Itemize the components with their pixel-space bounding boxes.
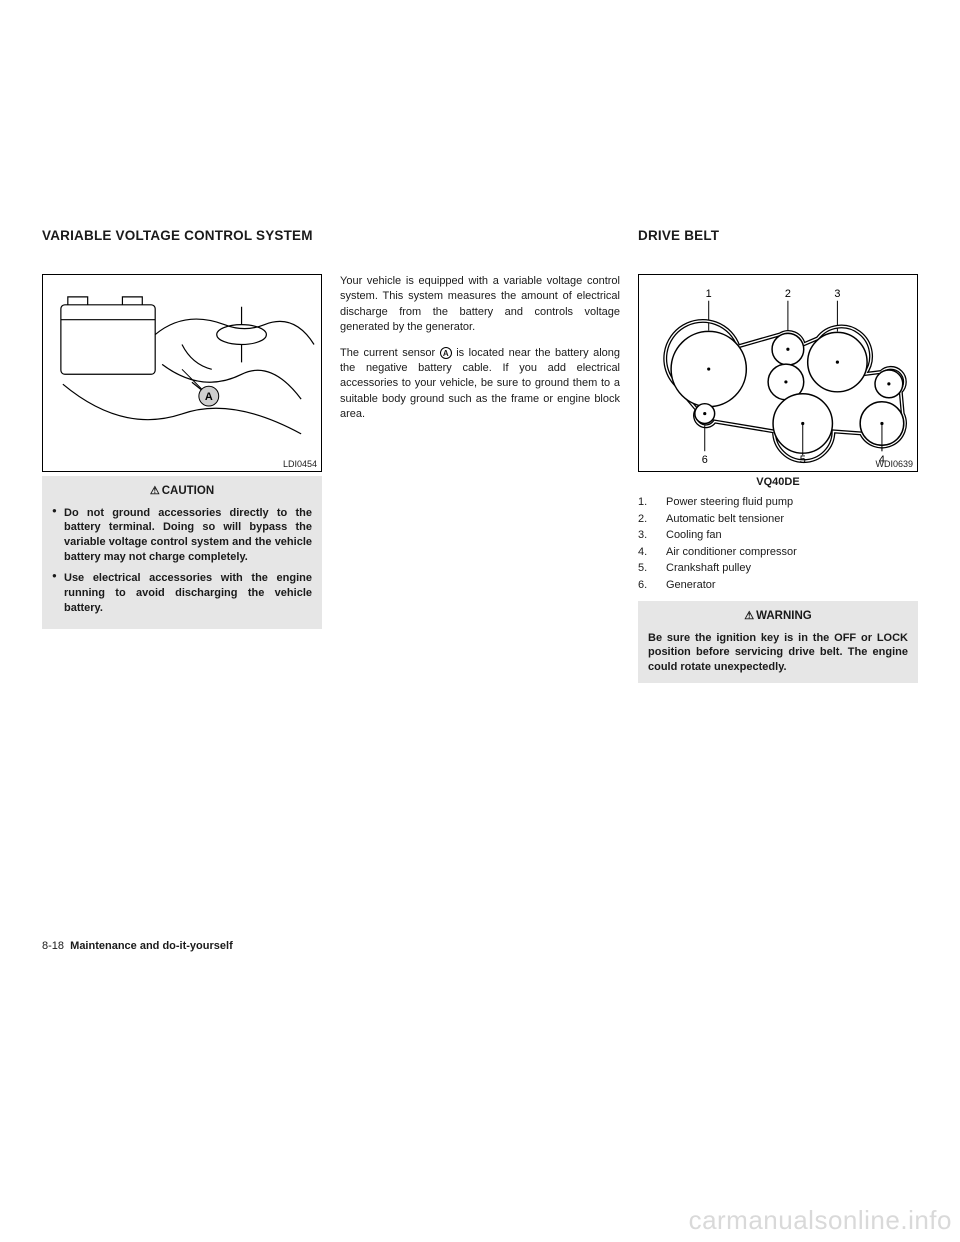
figure-battery-sensor: A LDI0454 xyxy=(42,274,322,472)
legend-row: 5.Crankshaft pulley xyxy=(638,560,918,577)
warning-title: ⚠WARNING xyxy=(648,609,908,625)
caution-box: ⚠CAUTION Do not ground accessories direc… xyxy=(42,476,322,629)
caution-title-text: CAUTION xyxy=(162,485,214,497)
pulley-label-3: 3 xyxy=(834,288,840,300)
heading-variable-voltage: VARIABLE VOLTAGE CONTROL SYSTEM xyxy=(42,228,322,264)
figure-code-left: LDI0454 xyxy=(283,459,317,469)
warning-title-text: WARNING xyxy=(756,610,812,622)
pulley-label-6: 6 xyxy=(702,454,708,466)
caution-icon: ⚠ xyxy=(150,485,160,497)
watermark: carmanualsonline.info xyxy=(689,1205,952,1236)
figure-code-right: WDI0639 xyxy=(875,459,913,469)
figure-drive-belt: 1 2 3 xyxy=(638,274,918,472)
legend-text: Cooling fan xyxy=(666,527,722,544)
pulley-label-1: 1 xyxy=(706,288,712,300)
column-middle: Your vehicle is equipped with a variable… xyxy=(340,228,620,968)
pulley-label-2: 2 xyxy=(785,288,791,300)
legend-number: 1. xyxy=(638,494,666,511)
belt-diagram: 1 2 3 xyxy=(639,275,917,471)
warning-box: ⚠WARNING Be sure the ignition key is in … xyxy=(638,601,918,683)
section-name: Maintenance and do-it-yourself xyxy=(70,940,233,952)
page-number: 8-18 xyxy=(42,940,64,952)
warning-icon: ⚠ xyxy=(744,610,754,622)
legend-number: 3. xyxy=(638,527,666,544)
column-left: VARIABLE VOLTAGE CONTROL SYSTEM xyxy=(42,228,322,968)
paragraph-sensor: The current sensor A is located near the… xyxy=(340,346,620,423)
legend-row: 1.Power steering fluid pump xyxy=(638,494,918,511)
caution-item: Use electrical accessories with the engi… xyxy=(52,571,312,616)
legend-row: 6.Generator xyxy=(638,577,918,594)
column-right: DRIVE BELT 1 2 3 xyxy=(638,228,918,968)
legend-row: 3.Cooling fan xyxy=(638,527,918,544)
p2-a: The current sensor xyxy=(340,347,440,359)
heading-drive-belt: DRIVE BELT xyxy=(638,228,918,264)
engine-bay-illustration: A xyxy=(43,275,321,472)
caution-title: ⚠CAUTION xyxy=(52,484,312,500)
legend-text: Air conditioner compressor xyxy=(666,544,797,561)
legend-text: Automatic belt tensioner xyxy=(666,511,784,528)
callout-a-label: A xyxy=(205,391,213,403)
paragraph-intro: Your vehicle is equipped with a variable… xyxy=(340,274,620,336)
figure-caption-engine: VQ40DE xyxy=(638,476,918,488)
caution-item: Do not ground accessories directly to th… xyxy=(52,506,312,565)
legend-row: 2.Automatic belt tensioner xyxy=(638,511,918,528)
page-content: VARIABLE VOLTAGE CONTROL SYSTEM xyxy=(42,228,918,968)
legend-number: 6. xyxy=(638,577,666,594)
page-footer: 8-18 Maintenance and do-it-yourself xyxy=(42,940,233,952)
legend-number: 5. xyxy=(638,560,666,577)
legend-number: 2. xyxy=(638,511,666,528)
inline-callout-a: A xyxy=(440,347,452,359)
legend-text: Crankshaft pulley xyxy=(666,560,751,577)
legend-number: 4. xyxy=(638,544,666,561)
warning-text: Be sure the ignition key is in the OFF o… xyxy=(648,631,908,676)
body-paragraphs: Your vehicle is equipped with a variable… xyxy=(340,274,620,433)
legend-row: 4.Air conditioner compressor xyxy=(638,544,918,561)
pulley-label-5: 5 xyxy=(800,454,806,466)
legend-text: Generator xyxy=(666,577,716,594)
legend-text: Power steering fluid pump xyxy=(666,494,793,511)
heading-spacer xyxy=(340,228,620,264)
pulley-legend: 1.Power steering fluid pump2.Automatic b… xyxy=(638,494,918,593)
